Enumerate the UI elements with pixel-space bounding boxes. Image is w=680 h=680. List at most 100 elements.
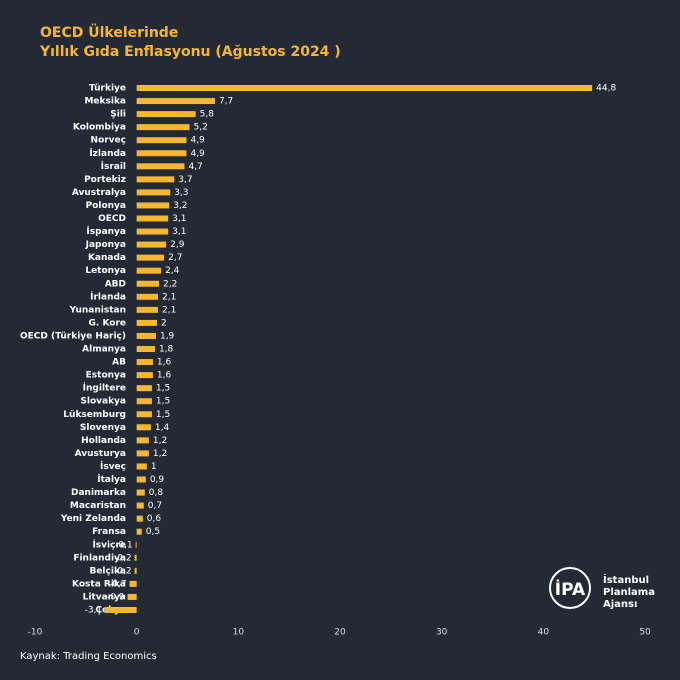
bar <box>136 372 153 379</box>
chart-title: OECD Ülkelerinde <box>40 23 178 41</box>
category-label: Slovakya <box>80 397 126 407</box>
category-label: Polonya <box>86 201 126 211</box>
bar <box>136 215 169 222</box>
bar <box>136 463 147 470</box>
category-label: ABD <box>105 279 126 289</box>
bar <box>136 502 144 509</box>
category-label: Avusturya <box>75 449 126 459</box>
bar <box>136 319 157 326</box>
bar <box>136 346 155 352</box>
value-label: 2,1 <box>162 292 176 302</box>
category-label: İsviçre <box>92 539 126 550</box>
bar <box>136 150 187 157</box>
x-tick-label: 0 <box>134 628 140 638</box>
x-tick-label: 10 <box>233 628 245 638</box>
category-label: Danimarka <box>71 488 126 498</box>
bar <box>136 476 146 483</box>
x-tick-label: 40 <box>538 628 550 638</box>
bar <box>136 437 149 444</box>
category-label: İrlanda <box>90 291 126 302</box>
value-label: 1 <box>151 462 157 472</box>
value-label: 1,2 <box>153 449 167 459</box>
bar <box>136 176 175 183</box>
bar <box>136 385 152 392</box>
category-label: G. Kore <box>89 318 126 328</box>
value-label: 3,3 <box>174 188 188 198</box>
bar <box>136 98 215 105</box>
category-label: Slovenya <box>80 423 126 433</box>
bar <box>136 202 170 209</box>
value-label: 0,5 <box>146 527 160 537</box>
bar <box>136 163 185 170</box>
category-label: Finlandiya <box>73 553 126 563</box>
value-label: 2 <box>161 318 167 328</box>
bar <box>127 593 137 600</box>
category-label: AB <box>112 358 126 368</box>
logo: İPA İstanbul Planlama Ajansı <box>549 567 655 610</box>
bar <box>134 554 137 561</box>
bar <box>136 489 145 496</box>
value-label: 0,8 <box>149 488 164 498</box>
logo-ring <box>549 567 591 609</box>
bar <box>136 111 196 118</box>
value-label: 1,5 <box>156 410 170 420</box>
bar <box>136 254 165 261</box>
logo-name: Ajansı <box>603 599 637 610</box>
bar <box>136 515 143 522</box>
category-label: Avustralya <box>72 188 126 198</box>
bar <box>136 359 153 366</box>
category-label: Belçika <box>89 566 126 576</box>
value-label: 3,1 <box>172 214 186 224</box>
category-label: Letonya <box>85 266 126 276</box>
category-label: Fransa <box>92 527 126 537</box>
bar <box>136 241 167 248</box>
value-label: 5,2 <box>194 123 208 133</box>
bar <box>136 280 160 287</box>
category-label: Yeni Zelanda <box>60 514 126 524</box>
category-label: Meksika <box>84 97 126 107</box>
bar <box>136 450 149 457</box>
value-label: 44,8 <box>596 84 616 94</box>
value-label: 4,9 <box>190 149 205 159</box>
value-label: 3,7 <box>178 175 192 185</box>
category-label: Şili <box>110 110 126 120</box>
value-label: 4,9 <box>190 136 205 146</box>
category-label: İngiltere <box>83 383 126 394</box>
category-label: İspanya <box>86 226 126 237</box>
category-label: Kosta Rika <box>72 579 126 589</box>
bar <box>136 267 162 274</box>
value-label: 1,6 <box>157 358 172 368</box>
bar <box>136 137 187 144</box>
category-label: Estonya <box>86 371 126 381</box>
bar <box>136 411 152 418</box>
value-label: 5,8 <box>200 110 215 120</box>
logo-abbr: İPA <box>555 578 586 600</box>
x-tick-label: 50 <box>639 628 651 638</box>
value-label: 1,2 <box>153 436 167 446</box>
value-label: 3,2 <box>173 201 187 211</box>
value-label: 0,6 <box>147 514 162 524</box>
value-label: 1,4 <box>155 423 170 433</box>
value-label: 2,9 <box>170 240 185 250</box>
value-label: -0,9 <box>107 592 125 602</box>
bar <box>136 528 142 535</box>
bar <box>105 607 137 613</box>
bar <box>129 580 137 587</box>
category-label: İsrail <box>101 161 126 172</box>
value-label: 2,2 <box>163 279 177 289</box>
source: Kaynak: Trading Economics <box>20 651 157 662</box>
value-label: 1,5 <box>156 397 170 407</box>
bar <box>136 189 171 196</box>
category-label: Kanada <box>88 253 126 263</box>
value-label: -0,7 <box>109 579 127 589</box>
x-tick-label: 20 <box>334 628 346 638</box>
chart-subtitle: Yıllık Gıda Enflasyonu (Ağustos 2024 ) <box>39 44 341 60</box>
value-label: 1,8 <box>159 345 174 355</box>
category-label: İtalya <box>97 474 126 485</box>
category-label: İsveç <box>100 461 126 472</box>
category-label: Kolombiya <box>73 123 126 133</box>
value-label: -0,1 <box>115 540 133 550</box>
value-label: 1,6 <box>157 371 172 381</box>
category-label: Lüksemburg <box>63 410 126 420</box>
